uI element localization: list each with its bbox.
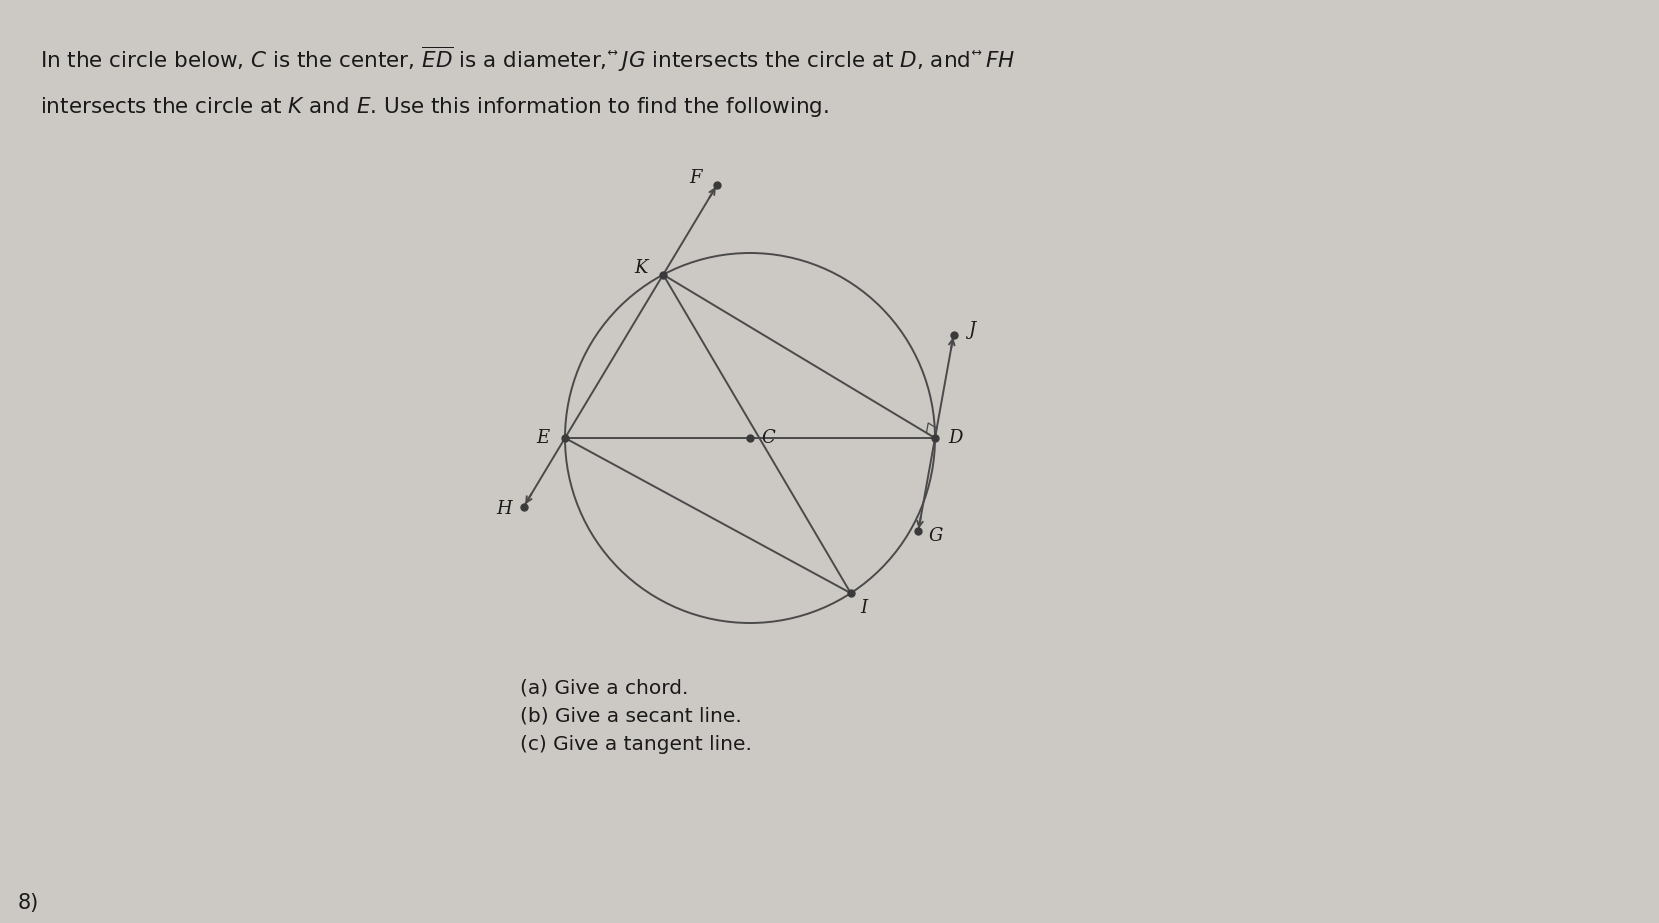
Text: J: J xyxy=(967,320,975,339)
Text: G: G xyxy=(929,528,944,545)
Text: In the circle below, $C$ is the center, $\overline{ED}$ is a diameter, $\overlef: In the circle below, $C$ is the center, … xyxy=(40,45,1015,75)
Text: H: H xyxy=(496,499,511,518)
Text: F: F xyxy=(688,169,702,186)
Text: I: I xyxy=(861,599,868,617)
Text: K: K xyxy=(634,258,649,277)
Text: C: C xyxy=(761,429,775,447)
Text: intersects the circle at $K$ and $E$. Use this information to find the following: intersects the circle at $K$ and $E$. Us… xyxy=(40,95,830,119)
Text: D: D xyxy=(947,429,962,447)
Text: 8): 8) xyxy=(18,893,40,913)
Text: (a) Give a chord.
(b) Give a secant line.
(c) Give a tangent line.: (a) Give a chord. (b) Give a secant line… xyxy=(519,678,752,754)
Text: E: E xyxy=(536,429,549,447)
